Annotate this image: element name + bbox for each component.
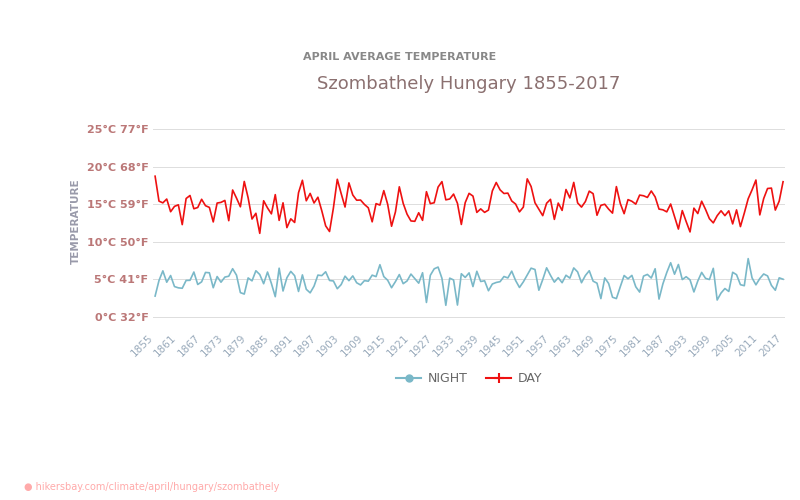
Text: ● hikersbay.com/climate/april/hungary/szombathely: ● hikersbay.com/climate/april/hungary/sz… bbox=[24, 482, 279, 492]
Text: APRIL AVERAGE TEMPERATURE: APRIL AVERAGE TEMPERATURE bbox=[303, 52, 497, 62]
Y-axis label: TEMPERATURE: TEMPERATURE bbox=[71, 178, 81, 264]
Title: Szombathely Hungary 1855-2017: Szombathely Hungary 1855-2017 bbox=[318, 75, 621, 93]
Legend: NIGHT, DAY: NIGHT, DAY bbox=[391, 368, 547, 390]
